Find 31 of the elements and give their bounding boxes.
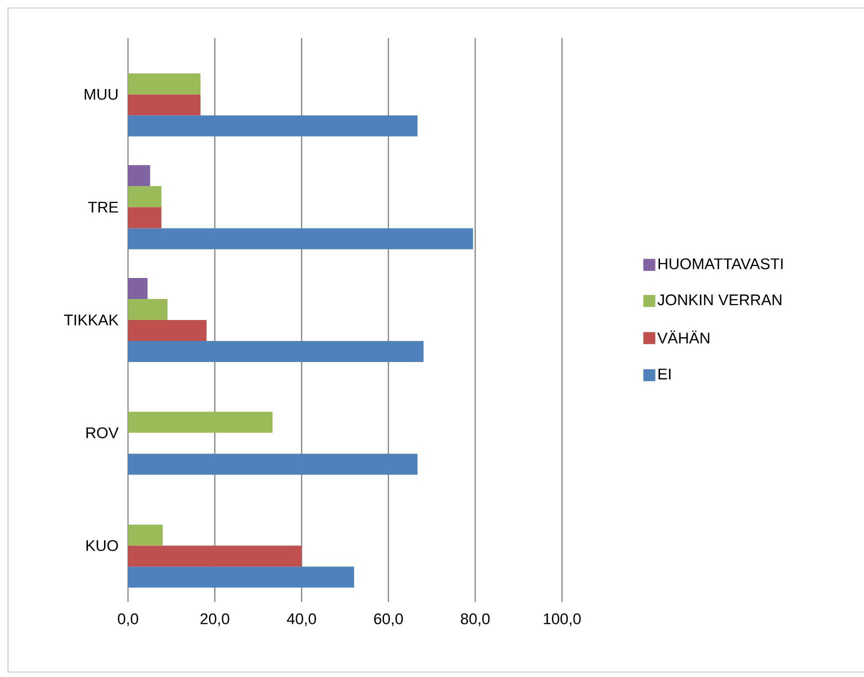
legend-label: HUOMATTAVASTI: [658, 258, 783, 270]
bar: [128, 228, 474, 250]
y-tick-label: ROV: [86, 427, 119, 438]
bar: [128, 320, 207, 341]
x-tick-label: 0,0: [118, 613, 138, 626]
x-tick-label: 20,0: [200, 613, 230, 626]
y-tick-label: TRE: [88, 202, 118, 212]
legend-label: EI: [658, 368, 670, 380]
bar: [128, 566, 354, 588]
bar: [128, 278, 148, 299]
x-tick-label: 100,0: [544, 613, 581, 626]
y-tick-label: TIKKAK: [64, 314, 118, 326]
bar: [128, 186, 162, 208]
x-tick-label: 80,0: [460, 613, 490, 626]
legend-label: JONKIN VERRAN: [658, 294, 782, 306]
legend-label: VÄHÄN: [657, 330, 710, 344]
bar: [128, 524, 163, 546]
bar: [128, 115, 418, 136]
bar: [128, 546, 302, 567]
bar: [128, 207, 162, 228]
bar: [128, 454, 418, 475]
bar: [128, 73, 200, 94]
y-tick-label: KUO: [86, 540, 118, 552]
bar: [128, 340, 424, 362]
y-tick-label: MUU: [84, 89, 118, 100]
x-tick-label: 60,0: [374, 613, 403, 626]
bar: [128, 298, 168, 320]
bar: [128, 165, 150, 186]
bar: [128, 94, 200, 116]
bar: [128, 412, 273, 433]
x-tick-label: 40,0: [286, 613, 316, 626]
